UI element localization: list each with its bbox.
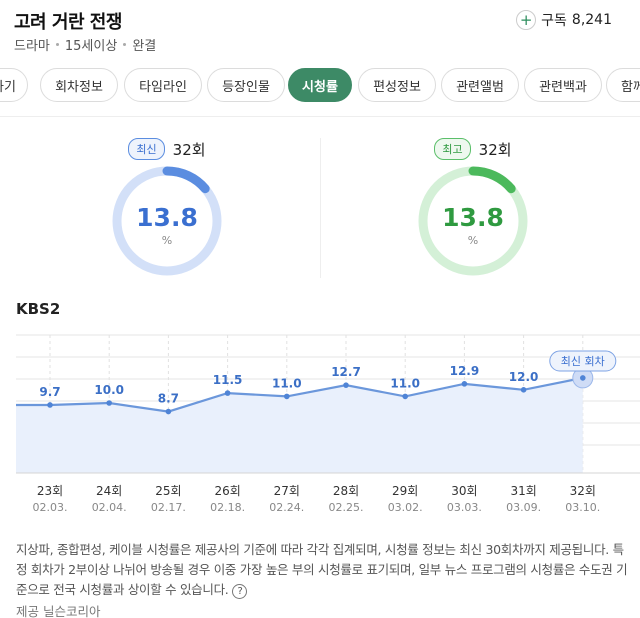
subtitle: 드라마 15세이상 완결	[14, 35, 156, 54]
latest-episode: 32회	[172, 140, 206, 159]
data-point	[47, 402, 53, 408]
latest-callout	[549, 350, 617, 372]
separator-dot	[55, 43, 59, 46]
latest-callout-text: 최신 회차	[561, 355, 605, 368]
x-tick-episode: 27회	[274, 484, 300, 498]
help-icon[interactable]: ?	[232, 584, 248, 599]
x-tick-episode: 23회	[37, 484, 63, 498]
tab-partial-left[interactable]: 가기	[0, 68, 28, 102]
tab-ratings[interactable]: 시청률	[288, 68, 352, 102]
latest-header: 최신 32회	[82, 138, 252, 160]
x-tick-episode: 24회	[96, 484, 122, 498]
tab-characters[interactable]: 등장인물	[207, 68, 285, 102]
latest-ring-progress	[112, 166, 222, 276]
tab-albums[interactable]: 관련앨범	[441, 68, 519, 102]
tab-encyclopedia[interactable]: 관련백과	[524, 68, 602, 102]
status-text: 완결	[132, 39, 157, 54]
data-point	[224, 390, 231, 396]
tab-bar: 가기 회차정보 타임라인 등장인물 시청률 편성정보 관련앨범 관련백과 함께	[0, 68, 640, 104]
x-tick-date: 02.24.	[269, 501, 304, 514]
genre-text[interactable]: 드라마	[14, 39, 50, 54]
disclaimer-text: 지상파, 종합편성, 케이블 시청률은 제공사의 기준에 따라 각각 집계되며,…	[16, 542, 628, 597]
best-value: 13.8	[442, 203, 504, 232]
data-point	[402, 393, 409, 400]
subscribe-count: 8,241	[571, 12, 612, 28]
data-label: 12.0	[509, 370, 539, 384]
data-point	[580, 375, 586, 381]
x-tick-date: 02.25.	[329, 501, 364, 514]
data-point	[520, 387, 527, 393]
plus-icon: +	[516, 10, 537, 30]
x-tick-date: 02.18.	[210, 501, 245, 514]
best-ring-progress	[418, 166, 528, 276]
data-label: 8.7	[158, 392, 179, 406]
latest-unit: %	[161, 234, 173, 247]
subscribe-button[interactable]: + 구독 8,241	[516, 10, 612, 30]
x-tick-episode: 26회	[214, 484, 240, 498]
latest-rating-card: 최신 32회 13.8 %	[82, 128, 252, 288]
x-tick-date: 02.17.	[151, 501, 186, 514]
best-header: 최고 32회	[388, 138, 558, 160]
x-tick-episode: 29회	[392, 484, 418, 498]
data-point	[461, 381, 468, 387]
x-tick-episode: 31회	[510, 484, 536, 498]
data-label: 12.9	[450, 364, 480, 378]
tab-episode-info[interactable]: 회차정보	[40, 68, 118, 102]
x-tick-episode: 25회	[155, 484, 181, 498]
x-tick-episode: 30회	[451, 484, 477, 498]
data-point	[284, 393, 290, 400]
subscribe-label: 구독	[541, 13, 567, 29]
disclaimer-note: 지상파, 종합편성, 케이블 시청률은 제공사의 기준에 따라 각각 집계되며,…	[16, 540, 628, 600]
best-rating-card: 최고 32회 13.8 %	[388, 128, 558, 288]
data-point	[165, 408, 172, 415]
x-tick-date: 03.03.	[447, 501, 482, 514]
latest-value: 13.8	[136, 203, 198, 232]
tab-timeline[interactable]: 타임라인	[124, 68, 202, 102]
tab-schedule[interactable]: 편성정보	[358, 68, 436, 102]
data-label: 11.0	[390, 376, 420, 390]
best-episode: 32회	[478, 140, 512, 159]
x-tick-date: 03.09.	[506, 501, 541, 514]
data-label: 12.7	[331, 365, 361, 379]
x-tick-date: 02.03.	[33, 501, 68, 514]
data-label: 11.0	[272, 376, 302, 390]
latest-ring	[112, 166, 222, 276]
separator-dot	[123, 43, 127, 46]
data-point	[106, 400, 112, 406]
best-unit: %	[467, 234, 479, 247]
latest-badge: 최신	[128, 138, 165, 160]
area-fill	[16, 377, 583, 473]
best-badge: 최고	[434, 138, 471, 160]
x-tick-date: 02.04.	[92, 501, 127, 514]
page-title: 고려 거란 전쟁	[14, 12, 122, 33]
data-label: 9.7	[39, 385, 60, 399]
x-tick-episode: 32회	[570, 484, 596, 498]
best-ring	[418, 166, 528, 276]
x-tick-date: 03.02.	[388, 501, 423, 514]
rating-text: 15세이상	[64, 39, 118, 54]
x-tick-date: 03.10.	[565, 501, 600, 514]
tab-partial-right[interactable]: 함께	[606, 68, 640, 102]
divider	[0, 116, 640, 117]
data-label: 11.5	[213, 373, 243, 387]
header: 고려 거란 전쟁 드라마 15세이상 완결 + 구독 8,241	[0, 0, 640, 58]
vertical-divider	[320, 138, 321, 278]
x-tick-episode: 28회	[333, 484, 359, 498]
network-label: KBS2	[16, 300, 61, 318]
ratings-chart: 9.7 23회 02.03. 10.0 24회 02.04. 8.7 25회 02.17. 11.…	[16, 334, 640, 514]
data-point	[343, 382, 349, 388]
data-label: 10.0	[94, 383, 124, 397]
data-source: 제공 닐슨코리아	[16, 604, 101, 618]
